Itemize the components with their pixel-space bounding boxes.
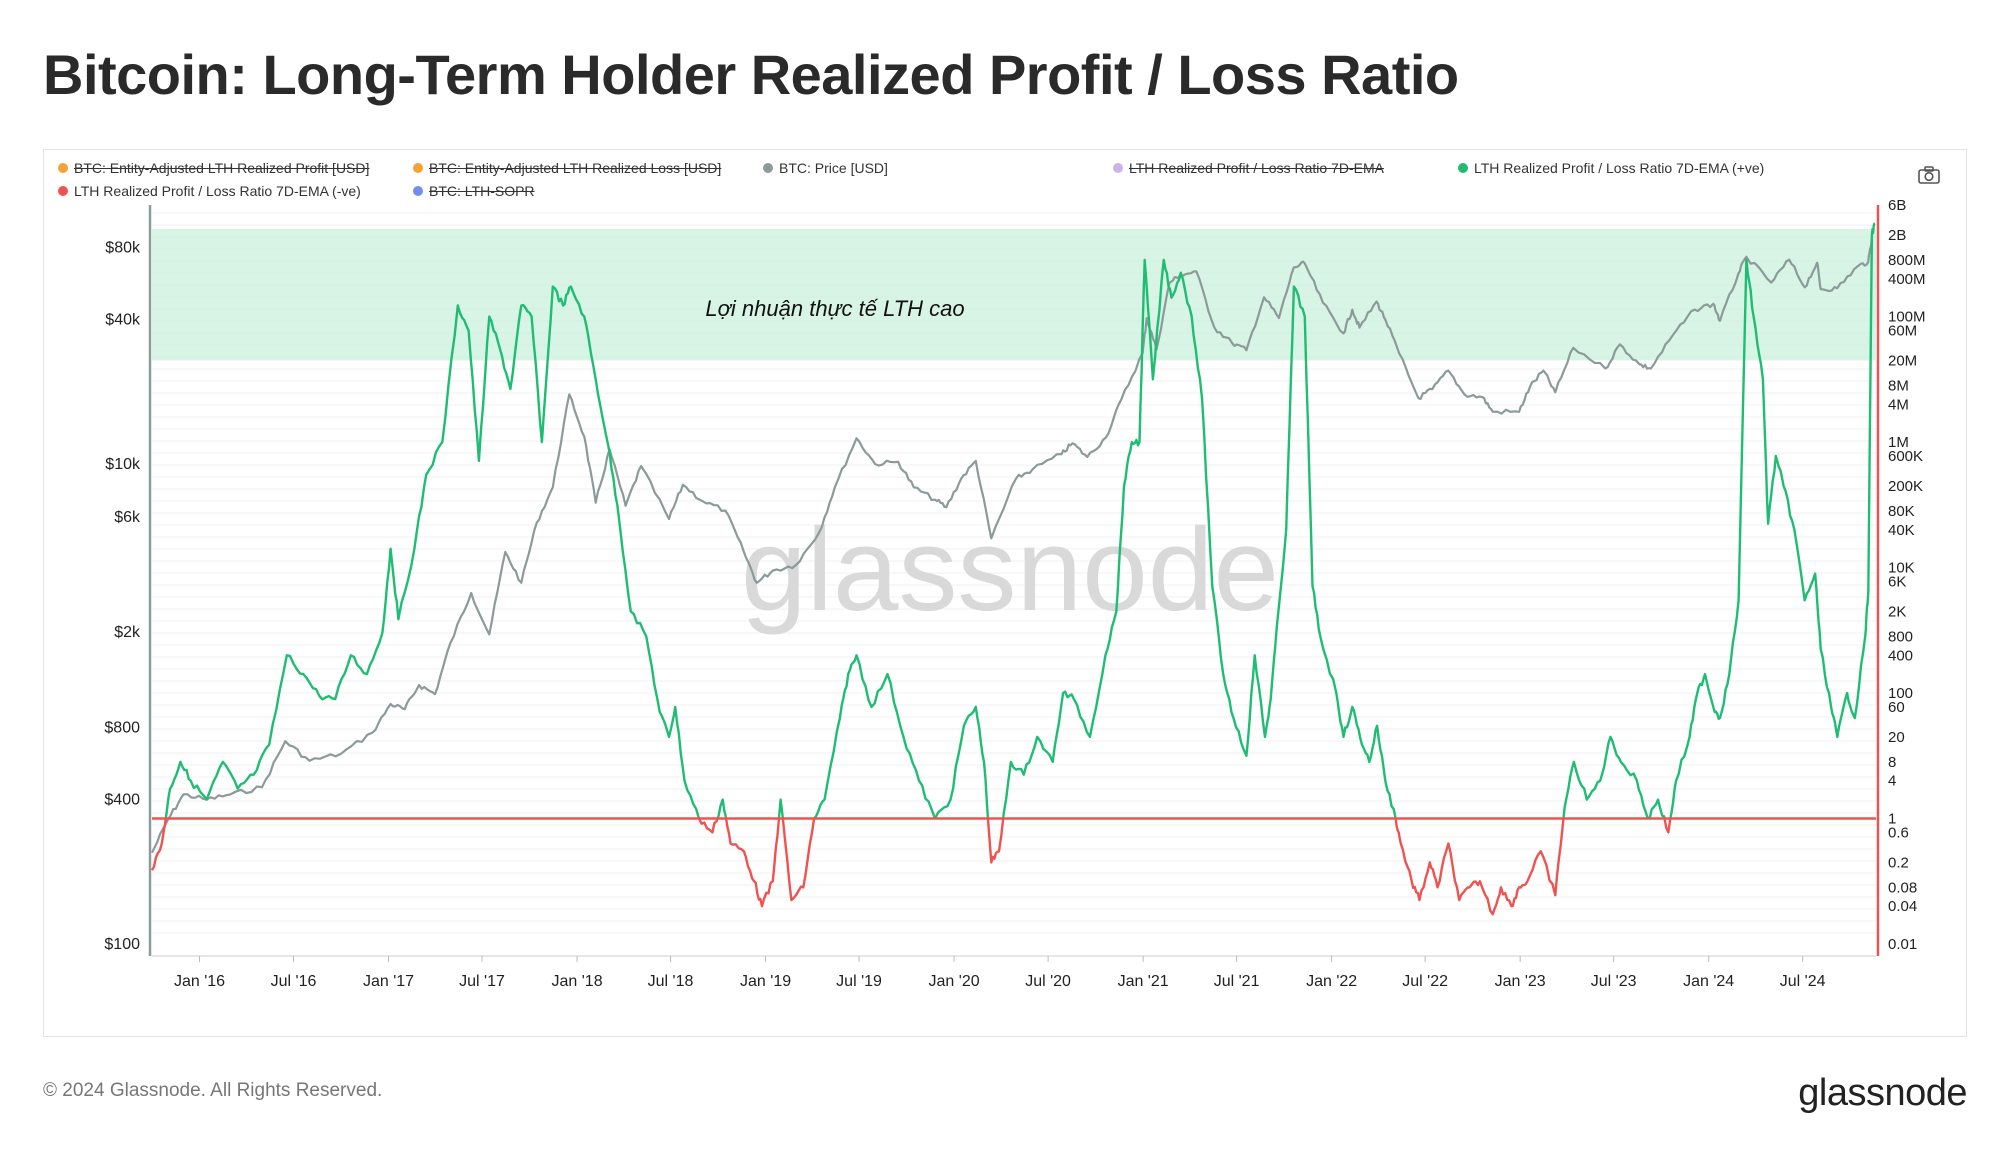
y-right-tick-label: 60M [1888, 322, 1917, 339]
legend-label: BTC: Entity-Adjusted LTH Realized Profit… [74, 160, 370, 176]
x-tick-label: Jul '18 [648, 973, 694, 990]
legend-item[interactable]: BTC: LTH-SOPR [413, 183, 535, 199]
y-right-tick-label: 2B [1888, 227, 1906, 244]
legend-item[interactable]: BTC: Entity-Adjusted LTH Realized Profit… [58, 160, 369, 176]
y-right-tick-label: 2K [1888, 603, 1906, 620]
x-tick-label: Jan '18 [552, 973, 603, 990]
x-tick-label: Jul '21 [1214, 973, 1260, 990]
y-right-tick-label: 6B [1888, 197, 1906, 214]
highlight-band [152, 228, 1876, 361]
x-tick-label: Jan '22 [1306, 973, 1357, 990]
band-layer [152, 228, 1876, 361]
x-tick-label: Jan '24 [1683, 973, 1734, 990]
y-right-tick-label: 0.04 [1888, 898, 1917, 915]
x-tick-label: Jul '19 [836, 973, 882, 990]
legend-item[interactable]: LTH Realized Profit / Loss Ratio 7D-EMA [1113, 160, 1384, 176]
y-right-tick-label: 800 [1888, 628, 1913, 645]
footer-copyright: © 2024 Glassnode. All Rights Reserved. [43, 1080, 383, 1101]
y-left-tick-label: $80k [105, 239, 141, 256]
y-right-tick-label: 800M [1888, 252, 1926, 269]
legend-label: LTH Realized Profit / Loss Ratio 7D-EMA … [74, 183, 361, 199]
legend-dot-icon [1113, 163, 1123, 173]
y-right-tick-label: 600K [1888, 448, 1923, 465]
watermark: glassnode [741, 504, 1279, 636]
y-right-tick-label: 1M [1888, 434, 1909, 451]
y-right-tick-label: 10K [1888, 560, 1915, 577]
ratio-positive-line [164, 222, 1876, 819]
axis-layer: $100 $400 $800 $2k $6k $10k $40k $80k 0.01 0.04 0.… [104, 197, 1925, 990]
y-right-tick-label: 0.2 [1888, 854, 1909, 871]
legend-dot-icon [763, 163, 773, 173]
legend-label: BTC: LTH-SOPR [429, 183, 535, 199]
legend-label: BTC: Entity-Adjusted LTH Realized Loss [… [429, 160, 722, 176]
legend-item[interactable]: LTH Realized Profit / Loss Ratio 7D-EMA … [1458, 160, 1764, 176]
y-left-tick-label: $400 [104, 792, 140, 809]
x-tick-label: Jul '23 [1591, 973, 1637, 990]
legend-item[interactable]: LTH Realized Profit / Loss Ratio 7D-EMA … [58, 183, 361, 199]
y-left-tick-label: $800 [104, 719, 140, 736]
x-tick-label: Jul '17 [459, 973, 505, 990]
y-right-tick-label: 20M [1888, 352, 1917, 369]
legend-dot-icon [58, 186, 68, 196]
x-tick-label: Jan '17 [363, 973, 414, 990]
y-right-tick-label: 0.01 [1888, 936, 1917, 953]
y-right-tick-label: 100 [1888, 685, 1913, 702]
x-tick-label: Jul '16 [271, 973, 317, 990]
page-title: Bitcoin: Long-Term Holder Realized Profi… [43, 43, 1459, 106]
y-right-tick-label: 400M [1888, 271, 1926, 288]
legend-dot-icon [58, 163, 68, 173]
legend-dot-icon [413, 163, 423, 173]
camera-icon[interactable] [1918, 166, 1940, 184]
legend-label: LTH Realized Profit / Loss Ratio 7D-EMA … [1474, 160, 1765, 176]
y-right-tick-label: 1 [1888, 811, 1896, 828]
y-right-tick-label: 40K [1888, 522, 1915, 539]
legend: BTC: Entity-Adjusted LTH Realized Profit… [58, 160, 1918, 210]
y-right-tick-label: 6K [1888, 573, 1906, 590]
y-right-tick-label: 0.6 [1888, 824, 1909, 841]
x-tick-label: Jul '20 [1025, 973, 1071, 990]
y-left-tick-label: $6k [114, 509, 141, 526]
y-left-tick-label: $10k [105, 456, 141, 473]
legend-item[interactable]: BTC: Price [USD] [763, 160, 888, 176]
legend-item[interactable]: BTC: Entity-Adjusted LTH Realized Loss [… [413, 160, 721, 176]
x-tick-label: Jan '19 [740, 973, 791, 990]
y-right-tick-label: 8 [1888, 754, 1896, 771]
y-right-tick-label: 4M [1888, 396, 1909, 413]
y-left-tick-label: $2k [114, 624, 141, 641]
price-series-line [151, 237, 1873, 854]
y-right-tick-label: 400 [1888, 647, 1913, 664]
x-tick-label: Jan '21 [1118, 973, 1169, 990]
legend-dot-icon [413, 186, 423, 196]
legend-label: BTC: Price [USD] [779, 160, 888, 176]
y-right-tick-label: 200K [1888, 478, 1923, 495]
y-left-tick-label: $100 [104, 936, 140, 953]
x-tick-label: Jan '20 [929, 973, 980, 990]
x-tick-label: Jul '22 [1402, 973, 1448, 990]
y-right-tick-label: 20 [1888, 729, 1905, 746]
y-right-tick-label: 80K [1888, 503, 1915, 520]
x-tick-label: Jan '23 [1495, 973, 1546, 990]
footer-logo: glassnode [1798, 1072, 1967, 1114]
annotation-text: Lợi nhuận thực tế LTH cao [705, 296, 964, 321]
chart-frame [43, 149, 1967, 1037]
legend-dot-icon [1458, 163, 1468, 173]
y-right-tick-label: 0.08 [1888, 879, 1917, 896]
y-right-tick-label: 100M [1888, 309, 1926, 326]
y-right-tick-label: 8M [1888, 377, 1909, 394]
y-right-tick-label: 60 [1888, 699, 1905, 716]
x-tick-label: Jul '24 [1780, 973, 1826, 990]
legend-label: LTH Realized Profit / Loss Ratio 7D-EMA [1129, 160, 1384, 176]
y-right-tick-label: 4 [1888, 773, 1896, 790]
series-layer [150, 222, 1876, 916]
x-tick-label: Jan '16 [174, 973, 225, 990]
y-left-tick-label: $40k [105, 312, 141, 329]
